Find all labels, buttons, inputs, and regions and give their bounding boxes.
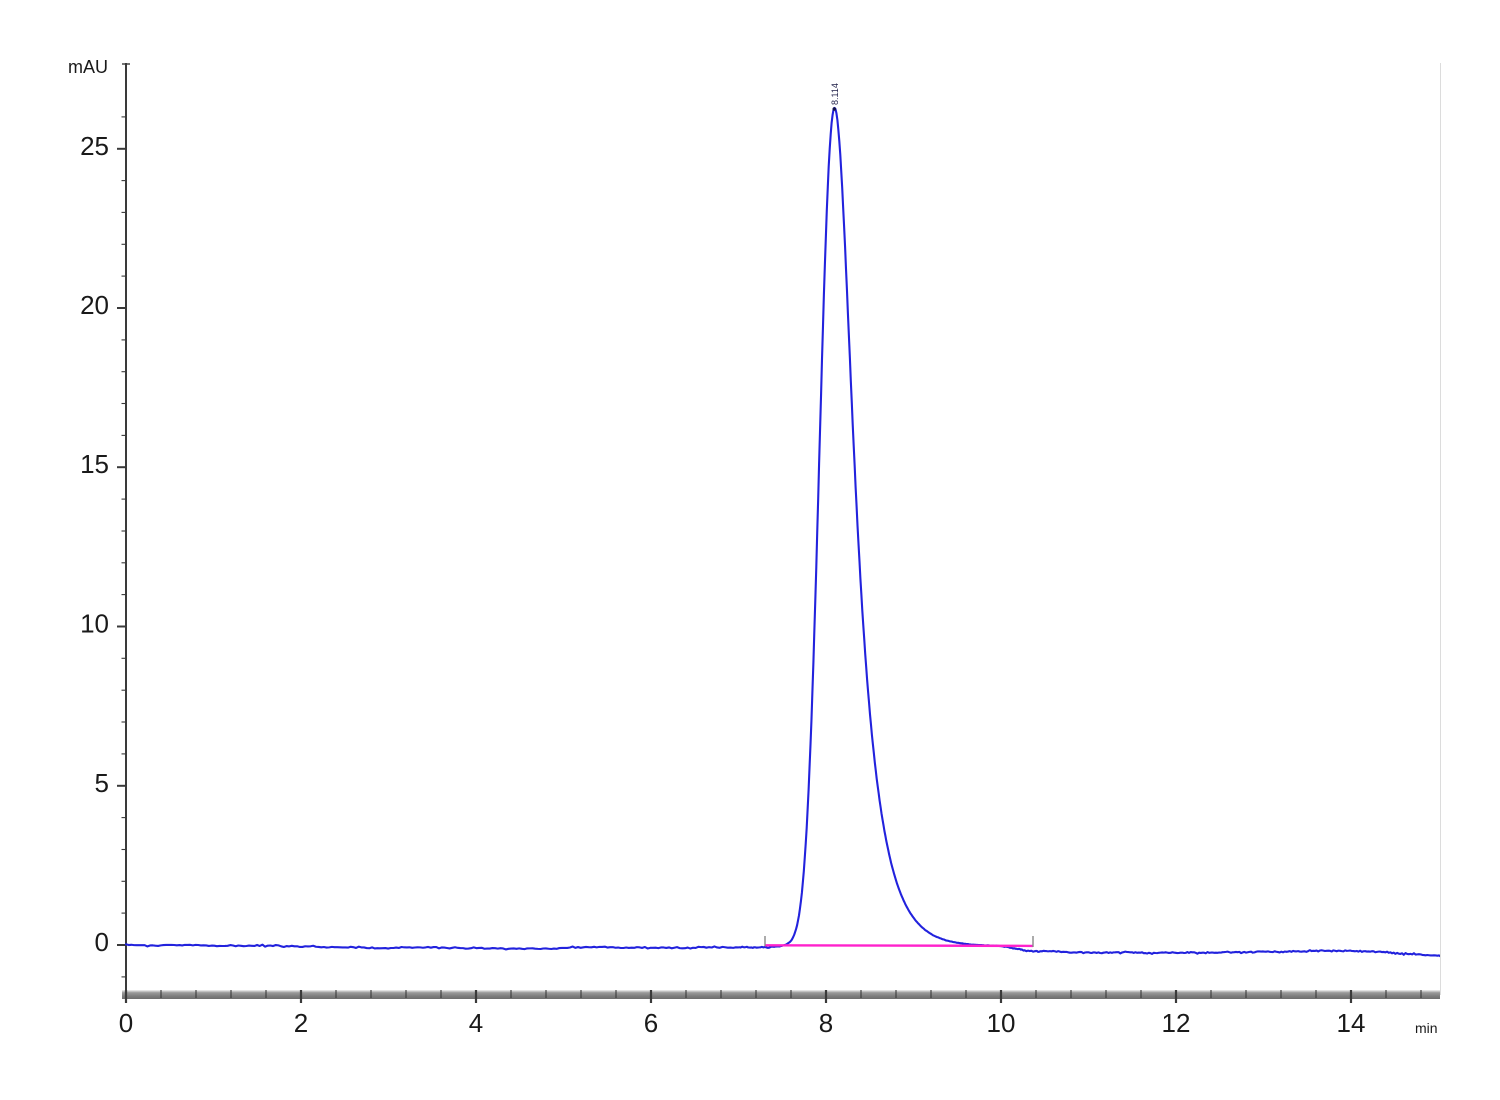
svg-text:0: 0 xyxy=(95,927,109,957)
svg-text:5: 5 xyxy=(95,768,109,798)
svg-text:20: 20 xyxy=(80,290,109,320)
svg-text:6: 6 xyxy=(644,1008,658,1038)
svg-text:25: 25 xyxy=(80,131,109,161)
svg-text:12: 12 xyxy=(1162,1008,1191,1038)
svg-text:min: min xyxy=(1415,1020,1438,1036)
svg-text:15: 15 xyxy=(80,449,109,479)
svg-text:8.114: 8.114 xyxy=(830,83,840,105)
svg-text:2: 2 xyxy=(294,1008,308,1038)
svg-text:8: 8 xyxy=(819,1008,833,1038)
svg-text:mAU: mAU xyxy=(68,57,108,77)
svg-text:0: 0 xyxy=(119,1008,133,1038)
svg-text:4: 4 xyxy=(469,1008,483,1038)
svg-text:14: 14 xyxy=(1337,1008,1366,1038)
svg-text:10: 10 xyxy=(987,1008,1016,1038)
svg-text:10: 10 xyxy=(80,609,109,639)
